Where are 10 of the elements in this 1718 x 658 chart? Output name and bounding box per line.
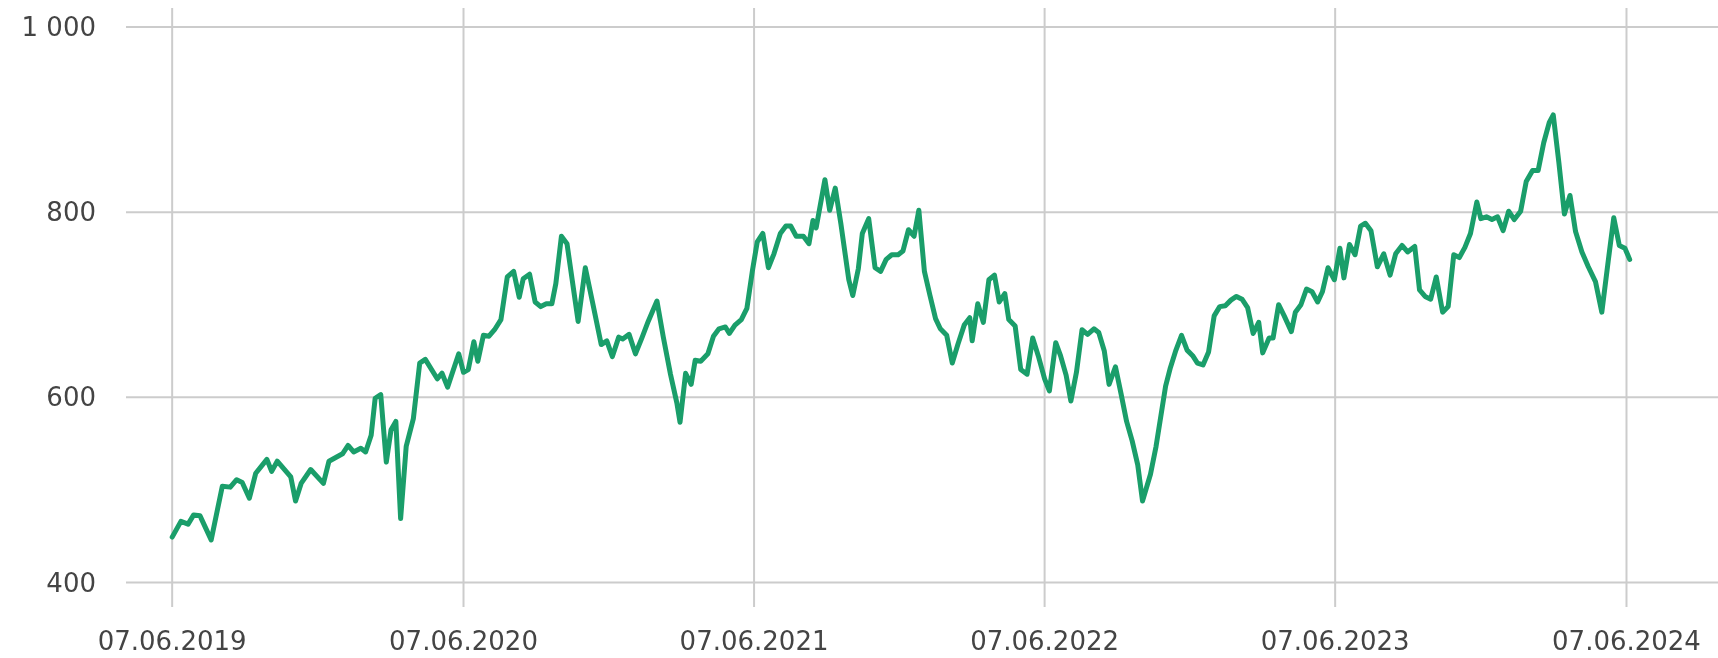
x-tick-label: 07.06.2021 [679, 626, 829, 656]
y-tick-label: 800 [46, 197, 96, 228]
x-tick-label: 07.06.2020 [389, 626, 538, 656]
x-tick-label: 07.06.2019 [97, 626, 247, 656]
y-tick-label: 1 000 [21, 12, 96, 43]
x-tick-label: 07.06.2023 [1260, 626, 1410, 656]
y-tick-label: 600 [46, 382, 96, 413]
y-tick-label: 400 [46, 567, 96, 598]
x-tick-label: 07.06.2024 [1552, 626, 1701, 656]
x-tick-label: 07.06.2022 [970, 626, 1120, 656]
